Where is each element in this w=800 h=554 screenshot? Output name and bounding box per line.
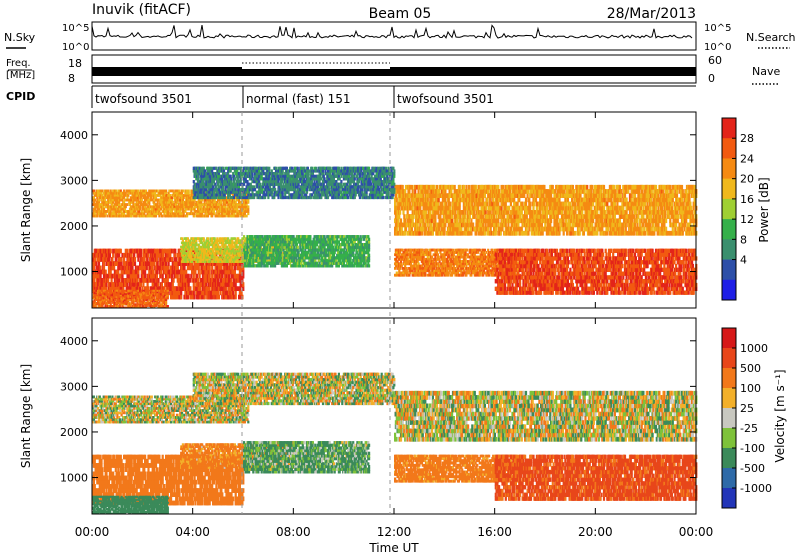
power-cell bbox=[103, 266, 105, 271]
freq-trace-3 bbox=[390, 67, 696, 76]
noise-tick-right-bottom: 10^0 bbox=[704, 42, 731, 53]
nave-tick-top: 60 bbox=[708, 54, 722, 67]
nave-label: Nave bbox=[752, 65, 780, 78]
power-cell bbox=[247, 205, 249, 208]
power-cell bbox=[116, 257, 118, 262]
power-cell bbox=[103, 261, 105, 266]
power-cell bbox=[112, 253, 114, 258]
power-cell bbox=[109, 253, 111, 258]
nsearch-label: N.Search bbox=[746, 31, 796, 44]
power-cell bbox=[123, 257, 125, 262]
power-cell bbox=[121, 257, 123, 262]
power-cell bbox=[120, 249, 122, 254]
power-cell bbox=[111, 257, 113, 262]
power-cell bbox=[98, 261, 100, 266]
freq-tick-top: 18 bbox=[68, 57, 82, 70]
power-data bbox=[92, 167, 697, 309]
power-cell bbox=[188, 190, 190, 193]
power-cell bbox=[93, 278, 95, 283]
beam-title: Beam 05 bbox=[369, 6, 432, 22]
power-cell bbox=[107, 278, 109, 283]
cpid-label: CPID bbox=[6, 90, 35, 103]
power-cell bbox=[100, 266, 102, 271]
nsky-label: N.Sky bbox=[4, 31, 36, 44]
freq-label-1: Freq. bbox=[6, 58, 31, 69]
power-cell bbox=[100, 274, 102, 279]
power-cell bbox=[105, 282, 107, 287]
power-cell bbox=[118, 278, 120, 283]
power-cell bbox=[113, 266, 115, 271]
noise-tick-left-bottom: 10^0 bbox=[62, 42, 89, 53]
power-cell bbox=[105, 270, 107, 275]
power-cell bbox=[118, 253, 120, 258]
power-cell bbox=[111, 278, 113, 283]
noise-tick-right-top: 10^5 bbox=[704, 23, 731, 34]
radar-summary-plot: Inuvik (fitACF) Beam 05 28/Mar/2013 N.Sk… bbox=[0, 0, 800, 554]
nave-tick-bottom: 0 bbox=[708, 72, 715, 85]
power-cell bbox=[110, 249, 112, 254]
power-cell bbox=[121, 274, 123, 279]
freq-tick-bottom: 8 bbox=[68, 72, 75, 85]
freq-trace-2 bbox=[242, 69, 390, 76]
freq-label-2: [MHz] bbox=[6, 70, 35, 81]
noise-path bbox=[92, 25, 692, 38]
power-cell bbox=[110, 270, 112, 275]
freq-trace-1 bbox=[92, 67, 242, 76]
power-cell bbox=[108, 257, 110, 262]
cpid-label-1: normal (fast) 151 bbox=[246, 92, 350, 106]
power-cell bbox=[165, 190, 167, 193]
power-cell bbox=[95, 261, 97, 266]
cpid-label-2: twofsound 3501 bbox=[397, 92, 494, 106]
power-cell bbox=[117, 270, 119, 275]
date-title: 28/Mar/2013 bbox=[607, 6, 696, 22]
noise-tick-left-top: 10^5 bbox=[62, 23, 89, 34]
noise-trace bbox=[92, 25, 692, 38]
station-title: Inuvik (fitACF) bbox=[92, 2, 191, 18]
power-cell bbox=[93, 266, 95, 271]
cpid-segments: twofsound 3501 normal (fast) 151 twofsound… bbox=[92, 86, 696, 108]
power-cell bbox=[121, 261, 123, 266]
cpid-label-0: twofsound 3501 bbox=[95, 92, 192, 106]
power-cell bbox=[95, 257, 97, 262]
